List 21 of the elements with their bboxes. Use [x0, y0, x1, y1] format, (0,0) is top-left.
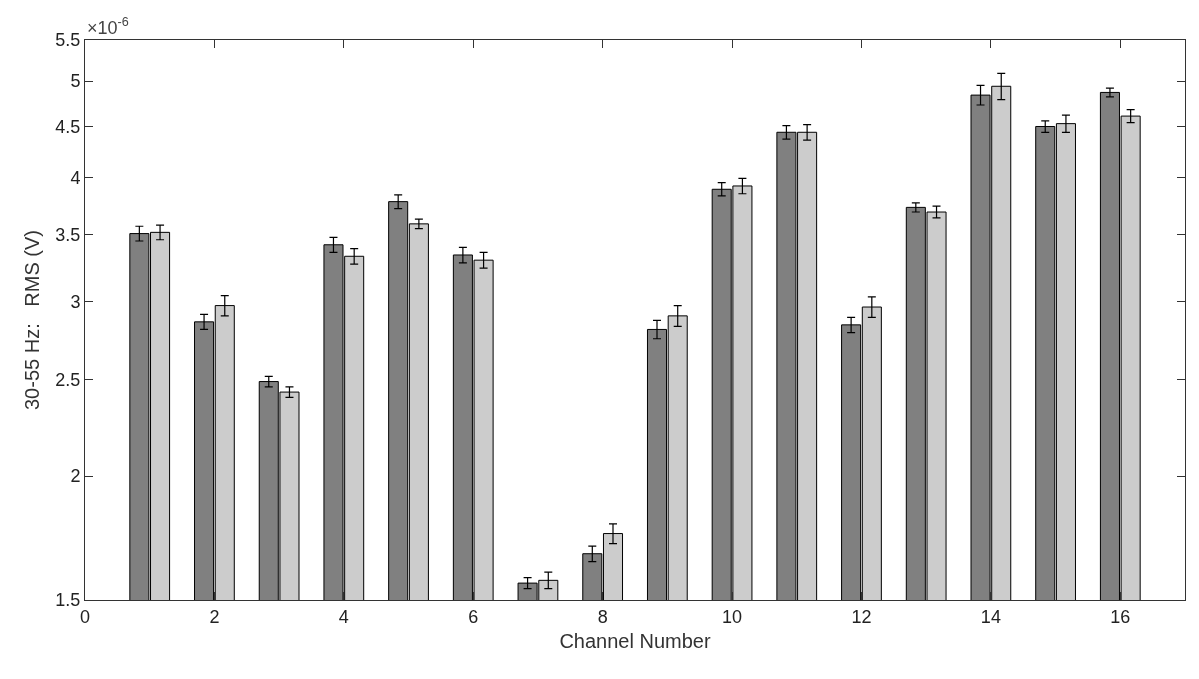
- x-tick-label: 16: [1110, 606, 1131, 627]
- y-tick-label: 3: [70, 291, 81, 312]
- y-tick-label: 4.5: [55, 116, 81, 137]
- y-tick-label: 5.5: [55, 30, 81, 51]
- y-tick-label: 3.5: [55, 225, 81, 246]
- y-tick-label: 1.5: [55, 590, 81, 611]
- x-tick-label: 6: [468, 606, 479, 627]
- y-tick-label: 4: [70, 167, 81, 188]
- x-tick-label: 2: [209, 606, 220, 627]
- x-axis-title: Channel Number: [559, 630, 711, 653]
- y-tick-label: 5: [70, 71, 81, 92]
- x-tick-label: 0: [79, 606, 91, 627]
- y-tick-label: 2: [70, 466, 81, 487]
- text: ×10$^{-6}$: [87, 15, 129, 38]
- x-tick-label: 12: [851, 606, 872, 627]
- x-tick-label: 4: [338, 606, 349, 627]
- y-tick-label: 2.5: [55, 370, 81, 391]
- y-axis-title: 30-55 Hz: RMS (V): [20, 229, 43, 411]
- x-tick-label: 14: [980, 606, 1001, 627]
- x-tick-label: 8: [597, 606, 608, 627]
- x-tick-label: 10: [722, 606, 743, 627]
